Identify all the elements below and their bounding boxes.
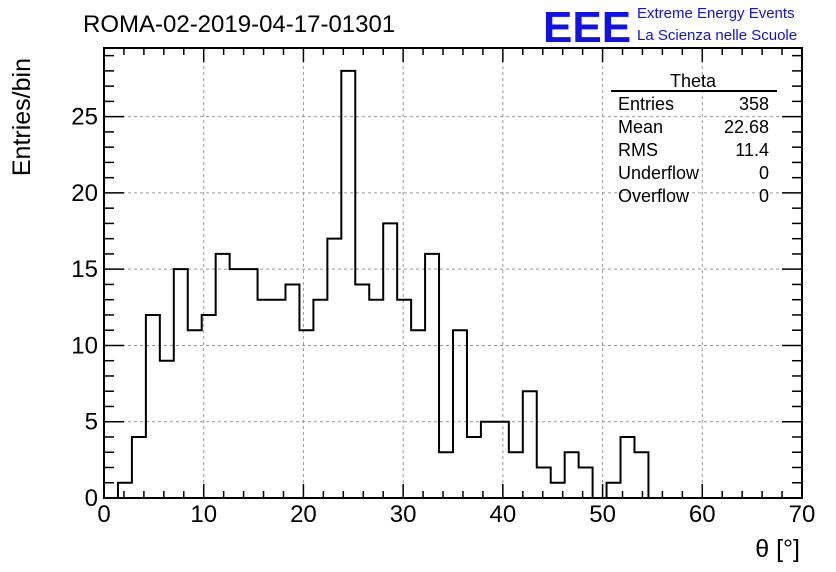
histogram-bin xyxy=(453,330,467,498)
stats-label-overflow: Overflow xyxy=(618,186,690,206)
histogram-bin xyxy=(327,239,341,498)
histogram-bin xyxy=(579,467,593,498)
histogram-bin xyxy=(216,254,230,498)
logo-mark: EEE xyxy=(543,3,631,52)
stats-value-mean: 22.68 xyxy=(724,117,769,137)
x-tick-label: 70 xyxy=(789,501,816,528)
histogram-bin xyxy=(299,330,313,498)
histogram-bin xyxy=(272,300,286,498)
stats-value-underflow: 0 xyxy=(759,163,769,183)
stats-label-underflow: Underflow xyxy=(618,163,700,183)
histogram-bin xyxy=(495,422,509,498)
logo-line-1: Extreme Energy Events xyxy=(637,5,795,22)
histogram-bin xyxy=(425,254,439,498)
histogram-outline xyxy=(104,69,802,499)
histogram-bin xyxy=(411,330,425,498)
eee-logo: EEE Extreme Energy Events La Scienza nel… xyxy=(543,3,797,52)
histogram-bin xyxy=(481,422,495,498)
histogram-bin xyxy=(244,269,258,498)
histogram-bin xyxy=(355,284,369,498)
histogram-bin xyxy=(621,437,635,498)
stats-value-rms: 11.4 xyxy=(735,140,769,160)
histogram-bin xyxy=(397,300,411,498)
histogram-bin xyxy=(383,223,397,498)
x-tick-label: 0 xyxy=(97,501,110,528)
chart-title: ROMA-02-2019-04-17-01301 xyxy=(83,11,395,38)
y-tick-label: 10 xyxy=(71,332,98,359)
histogram-bin xyxy=(509,452,523,498)
stats-label-rms: RMS xyxy=(618,140,658,160)
histogram-bin xyxy=(132,437,146,498)
stats-title: Theta xyxy=(670,71,717,91)
stats-label-entries: Entries xyxy=(618,94,674,114)
histogram-bin xyxy=(537,467,551,498)
x-tick-label: 60 xyxy=(689,501,716,528)
plot-frame xyxy=(103,47,803,499)
histogram-bin xyxy=(369,300,383,498)
histogram-bin xyxy=(118,483,132,498)
y-tick-label: 15 xyxy=(71,256,98,283)
histogram-bin xyxy=(607,483,621,498)
stats-value-overflow: 0 xyxy=(759,186,769,206)
histogram-bin xyxy=(565,452,579,498)
logo-line-2: La Scienza nelle Scuole xyxy=(637,27,797,44)
histogram-bin xyxy=(634,452,648,498)
x-tick-label: 50 xyxy=(589,501,616,528)
histogram-bin xyxy=(341,71,355,498)
axis-ticks xyxy=(103,48,803,499)
histogram-bin xyxy=(174,269,188,498)
histogram-bin xyxy=(188,330,202,498)
y-tick-label: 20 xyxy=(71,180,98,207)
stats-value-entries: 358 xyxy=(739,94,769,114)
x-tick-label: 10 xyxy=(190,501,217,528)
histogram-bin xyxy=(439,452,453,498)
histogram-bin xyxy=(160,361,174,498)
histogram-bin xyxy=(523,391,537,498)
histogram-bin xyxy=(285,284,299,498)
x-axis-label: θ [°] xyxy=(755,535,800,563)
stats-box: Theta Entries 358 Mean 22.68 RMS 11.4 Un… xyxy=(611,71,777,206)
y-tick-label: 5 xyxy=(85,409,98,436)
histogram-bin xyxy=(258,300,272,498)
histogram-bin xyxy=(467,437,481,498)
histogram-bin xyxy=(313,300,327,498)
y-axis-label: Entries/bin xyxy=(8,58,36,176)
x-tick-label: 30 xyxy=(390,501,417,528)
x-tick-label: 20 xyxy=(290,501,317,528)
histogram-bin xyxy=(146,315,160,498)
x-tick-label: 40 xyxy=(490,501,517,528)
y-tick-label: 25 xyxy=(71,104,98,131)
x-tick-labels: 0 10 20 30 40 50 60 70 xyxy=(97,501,815,528)
y-tick-label: 0 xyxy=(85,485,98,512)
stats-label-mean: Mean xyxy=(618,117,663,137)
histogram-bin xyxy=(230,269,244,498)
y-tick-labels: 0 5 10 15 20 25 xyxy=(71,104,98,512)
